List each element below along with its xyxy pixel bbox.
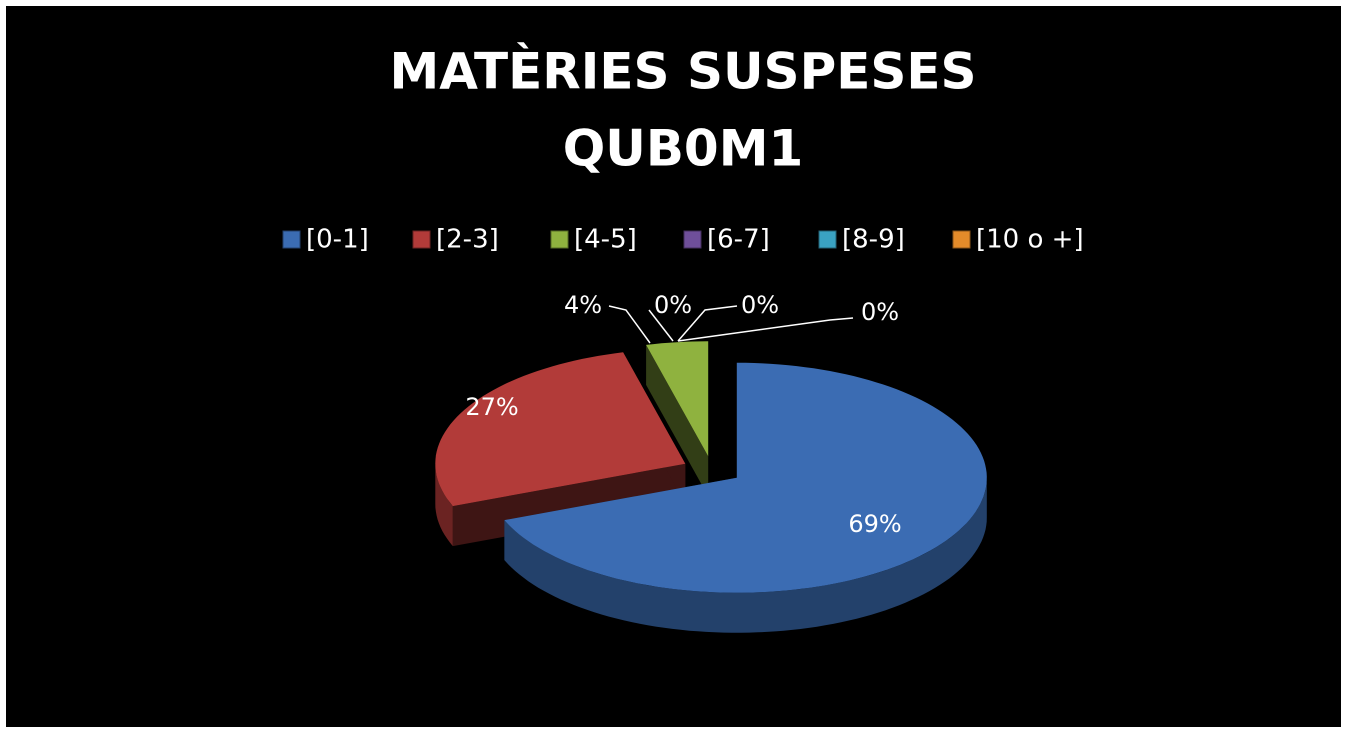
legend-label: [0-1] [306, 225, 369, 255]
legend-swatch [818, 230, 837, 249]
legend-label: [2-3] [436, 225, 499, 255]
data-label: 0% [861, 298, 899, 326]
data-label: 69% [848, 510, 901, 538]
slice-side [435, 463, 453, 547]
data-label: 0% [741, 291, 779, 319]
leader-line [677, 317, 854, 342]
legend-swatch [952, 230, 971, 249]
leader-line [608, 305, 651, 344]
legend-swatch [412, 230, 431, 249]
leader-line [648, 309, 674, 342]
slice [435, 352, 686, 507]
legend-label: [8-9] [842, 225, 905, 255]
slice [646, 341, 709, 457]
data-label: 4% [564, 291, 602, 319]
data-label: 27% [465, 393, 518, 421]
legend-label: [4-5] [574, 225, 637, 255]
slice [504, 362, 987, 593]
leader-line [677, 305, 738, 342]
legend-swatch [282, 230, 301, 249]
legend-label: [10 o +] [976, 225, 1084, 255]
legend-label: [6-7] [707, 225, 770, 255]
legend-swatch [550, 230, 569, 249]
chart-title: MATÈRIES SUSPESES [389, 42, 976, 101]
chart-title: QUB0M1 [563, 120, 804, 178]
slice-side [504, 477, 987, 633]
data-label: 0% [654, 291, 692, 319]
legend-swatch [683, 230, 702, 249]
slice-wall [646, 344, 709, 497]
